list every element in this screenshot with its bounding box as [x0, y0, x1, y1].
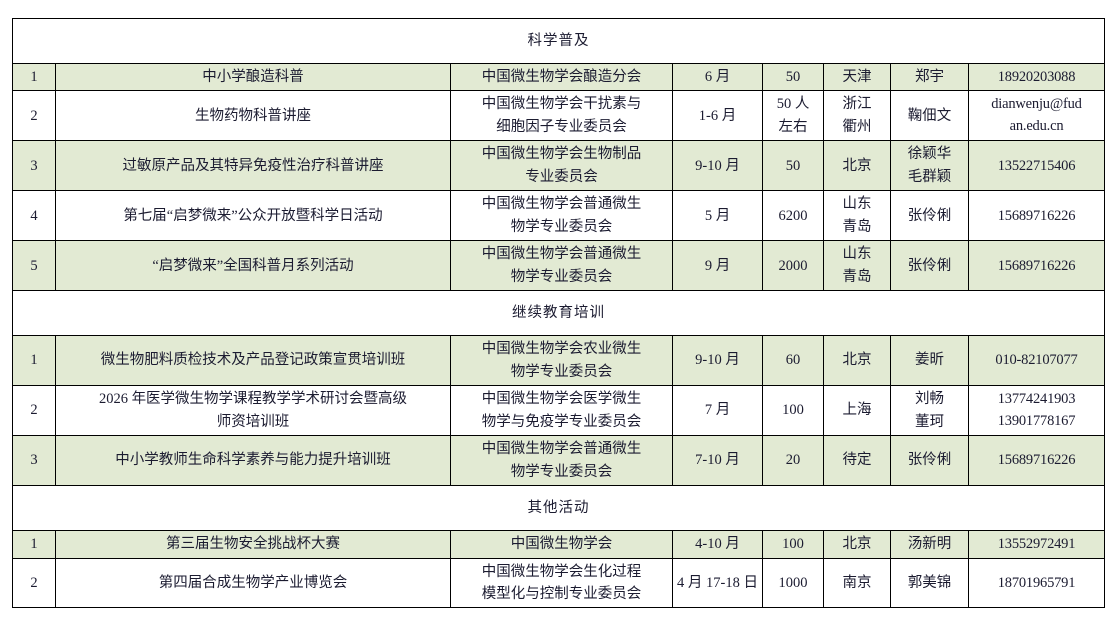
contact-person: 张伶俐 — [890, 240, 969, 292]
organizer: 中国微生物学会生化过程 模型化与控制专业委员会 — [450, 557, 673, 609]
contact-person: 鞠佃文 — [890, 90, 969, 142]
section-title: 科学普及 — [12, 18, 1105, 64]
table-row: 5 “启梦微来”全国科普月系列活动 中国微生物学会普通微生 物学专业委员会 9 月 20… — [12, 240, 1105, 292]
row-index: 1 — [12, 530, 56, 559]
activity-name: 中小学教师生命科学素养与能力提升培训班 — [55, 435, 451, 487]
table-row: 4 第七届“启梦微来”公众开放暨科学日活动 中国微生物学会普通微生 物学专业委员会 5… — [12, 190, 1105, 242]
row-index: 1 — [12, 335, 56, 387]
activity-date: 6 月 — [672, 62, 763, 92]
section-header-row: 其他活动 — [12, 485, 1105, 532]
contact-info: 13522715406 — [968, 140, 1105, 192]
activity-name: 生物药物科普讲座 — [55, 90, 451, 142]
section-header-row: 继续教育培训 — [12, 290, 1105, 337]
activity-date: 5 月 — [672, 190, 763, 242]
activity-location: 天津 — [823, 62, 891, 92]
activity-date: 9-10 月 — [672, 140, 763, 192]
participant-count: 100 — [762, 530, 824, 559]
activity-name: 中小学酿造科普 — [55, 62, 451, 92]
participant-count: 1000 — [762, 557, 824, 609]
table-row: 2 生物药物科普讲座 中国微生物学会干扰素与 细胞因子专业委员会 1-6 月 50 人 … — [12, 90, 1105, 142]
activity-name: “启梦微来”全国科普月系列活动 — [55, 240, 451, 292]
contact-info: 15689716226 — [968, 240, 1105, 292]
contact-person: 郑宇 — [890, 62, 969, 92]
organizer: 中国微生物学会酿造分会 — [450, 62, 673, 92]
participant-count: 50 — [762, 62, 824, 92]
row-index: 3 — [12, 435, 56, 487]
table-row: 1 中小学酿造科普 中国微生物学会酿造分会 6 月 50 天津 郑宇 18920203088 — [12, 62, 1105, 92]
participant-count: 50 — [762, 140, 824, 192]
activity-date: 7 月 — [672, 385, 763, 437]
activity-name: 第七届“启梦微来”公众开放暨科学日活动 — [55, 190, 451, 242]
contact-person: 张伶俐 — [890, 190, 969, 242]
row-index: 2 — [12, 557, 56, 609]
table-row: 3 中小学教师生命科学素养与能力提升培训班 中国微生物学会普通微生 物学专业委员会 7… — [12, 435, 1105, 487]
participant-count: 60 — [762, 335, 824, 387]
row-index: 2 — [12, 385, 56, 437]
row-index: 3 — [12, 140, 56, 192]
organizer: 中国微生物学会农业微生 物学专业委员会 — [450, 335, 673, 387]
activity-name: 2026 年医学微生物学课程教学学术研讨会暨高级 师资培训班 — [55, 385, 451, 437]
participant-count: 6200 — [762, 190, 824, 242]
activity-location: 北京 — [823, 335, 891, 387]
activity-location: 待定 — [823, 435, 891, 487]
row-index: 1 — [12, 62, 56, 92]
activity-date: 9-10 月 — [672, 335, 763, 387]
row-index: 5 — [12, 240, 56, 292]
table-row: 2 2026 年医学微生物学课程教学学术研讨会暨高级 师资培训班 中国微生物学会医学… — [12, 385, 1105, 437]
contact-person: 姜昕 — [890, 335, 969, 387]
section-title: 继续教育培训 — [12, 290, 1105, 337]
contact-person: 郭美锦 — [890, 557, 969, 609]
organizer: 中国微生物学会普通微生 物学专业委员会 — [450, 190, 673, 242]
contact-person: 徐颖华 毛群颖 — [890, 140, 969, 192]
contact-info: 18701965791 — [968, 557, 1105, 609]
activity-location: 山东 青岛 — [823, 190, 891, 242]
activity-name: 过敏原产品及其特异免疫性治疗科普讲座 — [55, 140, 451, 192]
table-row: 2 第四届合成生物学产业博览会 中国微生物学会生化过程 模型化与控制专业委员会 4 月… — [12, 557, 1105, 609]
activity-date: 7-10 月 — [672, 435, 763, 487]
row-index: 2 — [12, 90, 56, 142]
participant-count: 2000 — [762, 240, 824, 292]
organizer: 中国微生物学会普通微生 物学专业委员会 — [450, 240, 673, 292]
table-body: 科学普及 1 中小学酿造科普 中国微生物学会酿造分会 6 月 50 天津 郑宇 18920203… — [12, 18, 1105, 609]
section-title: 其他活动 — [12, 485, 1105, 532]
activity-date: 1-6 月 — [672, 90, 763, 142]
contact-info: dianwenju@fud an.edu.cn — [968, 90, 1105, 142]
participant-count: 50 人 左右 — [762, 90, 824, 142]
table-row: 3 过敏原产品及其特异免疫性治疗科普讲座 中国微生物学会生物制品 专业委员会 9-10… — [12, 140, 1105, 192]
activity-location: 上海 — [823, 385, 891, 437]
organizer: 中国微生物学会生物制品 专业委员会 — [450, 140, 673, 192]
activity-plan-table: 科学普及 1 中小学酿造科普 中国微生物学会酿造分会 6 月 50 天津 郑宇 18920203… — [12, 18, 1105, 609]
contact-person: 汤新明 — [890, 530, 969, 559]
contact-info: 15689716226 — [968, 190, 1105, 242]
activity-name: 第四届合成生物学产业博览会 — [55, 557, 451, 609]
contact-info: 15689716226 — [968, 435, 1105, 487]
activity-date: 4-10 月 — [672, 530, 763, 559]
table-row: 1 第三届生物安全挑战杯大赛 中国微生物学会 4-10 月 100 北京 汤新明 135529… — [12, 530, 1105, 559]
activity-location: 南京 — [823, 557, 891, 609]
table-row: 1 微生物肥料质检技术及产品登记政策宣贯培训班 中国微生物学会农业微生 物学专业委员… — [12, 335, 1105, 387]
activity-location: 北京 — [823, 530, 891, 559]
activity-name: 微生物肥料质检技术及产品登记政策宣贯培训班 — [55, 335, 451, 387]
activity-location: 浙江 衢州 — [823, 90, 891, 142]
activity-name: 第三届生物安全挑战杯大赛 — [55, 530, 451, 559]
organizer: 中国微生物学会干扰素与 细胞因子专业委员会 — [450, 90, 673, 142]
contact-info: 13774241903 13901778167 — [968, 385, 1105, 437]
contact-person: 刘畅 董珂 — [890, 385, 969, 437]
activity-date: 4 月 17-18 日 — [672, 557, 763, 609]
organizer: 中国微生物学会医学微生 物学与免疫学专业委员会 — [450, 385, 673, 437]
contact-info: 010-82107077 — [968, 335, 1105, 387]
activity-location: 山东 青岛 — [823, 240, 891, 292]
contact-person: 张伶俐 — [890, 435, 969, 487]
section-header-row: 科学普及 — [12, 18, 1105, 64]
contact-info: 13552972491 — [968, 530, 1105, 559]
organizer: 中国微生物学会 — [450, 530, 673, 559]
contact-info: 18920203088 — [968, 62, 1105, 92]
participant-count: 20 — [762, 435, 824, 487]
activity-date: 9 月 — [672, 240, 763, 292]
participant-count: 100 — [762, 385, 824, 437]
organizer: 中国微生物学会普通微生 物学专业委员会 — [450, 435, 673, 487]
row-index: 4 — [12, 190, 56, 242]
activity-location: 北京 — [823, 140, 891, 192]
